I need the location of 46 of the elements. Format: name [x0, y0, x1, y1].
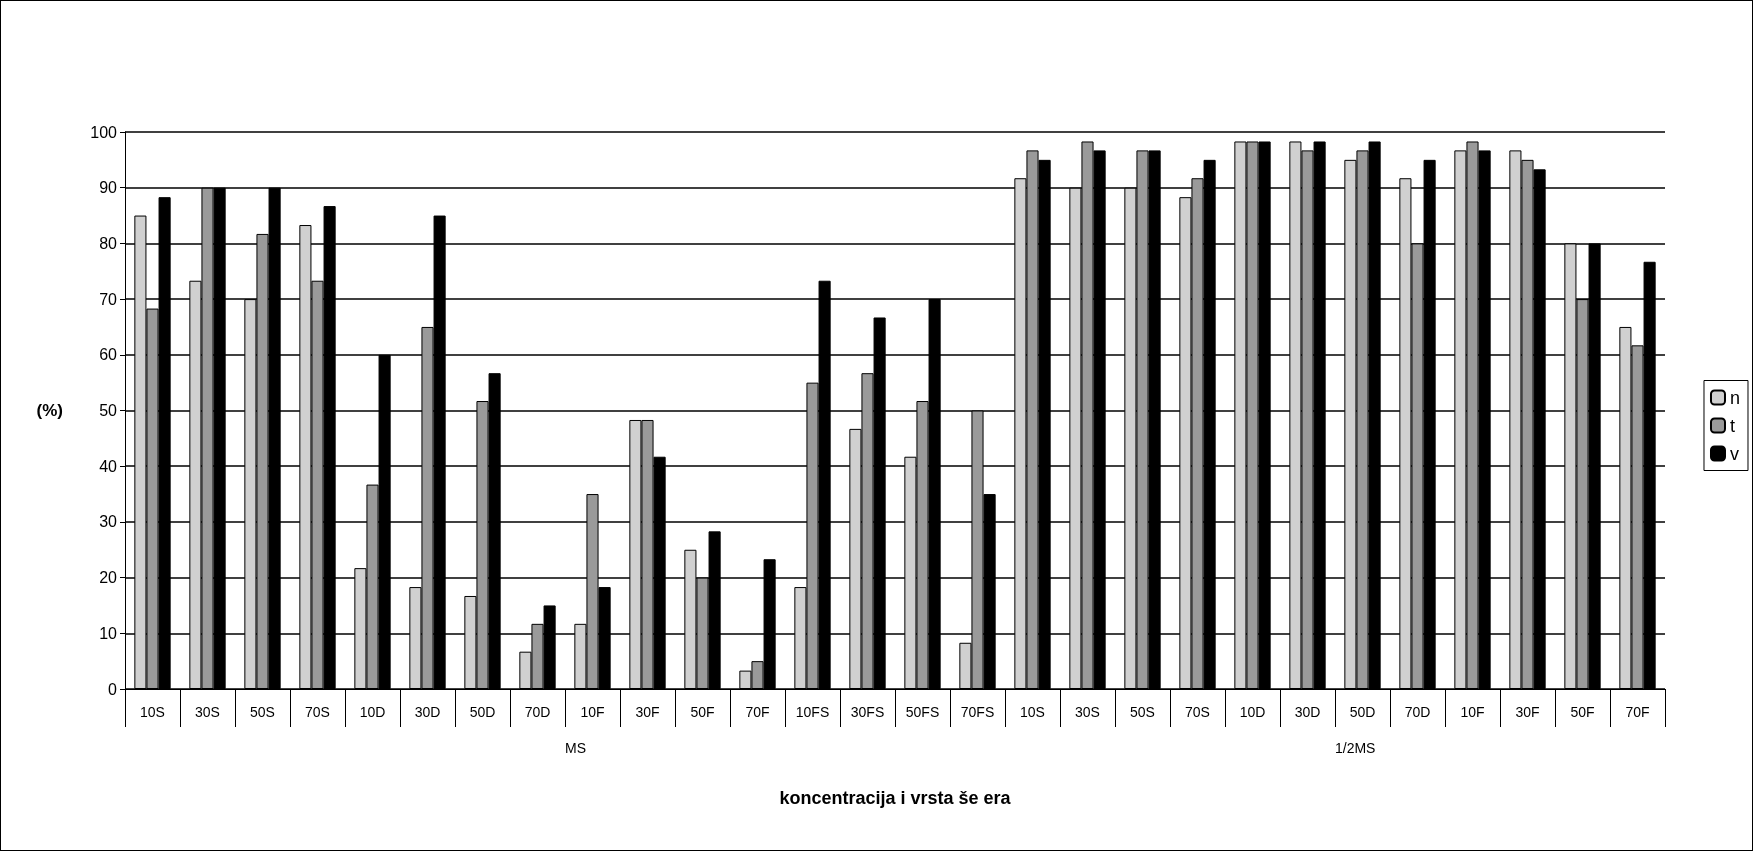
y-tick-label: 60: [99, 346, 118, 364]
x-axis-title: koncentracija i vrsta še era: [779, 788, 1012, 808]
y-tick-label: 10: [99, 624, 118, 642]
x-tick-label: 10D: [1239, 704, 1266, 720]
y-axis-title: (%): [36, 401, 63, 420]
x-tick-label: 50S: [1130, 704, 1155, 720]
x-tick-label: 50S: [250, 704, 275, 720]
x-tick-label: 30D: [1294, 704, 1321, 720]
x-tick-label: 30F: [635, 704, 660, 720]
x-tick-label: 50F: [690, 704, 715, 720]
x-tick-label: 10D: [359, 704, 386, 720]
y-tick-label: 70: [99, 290, 118, 308]
text: MS: [565, 740, 586, 756]
y-tick-label: 50: [99, 402, 118, 419]
x-tick-label: 70F: [745, 704, 770, 720]
x-tick-label: 50F: [1570, 704, 1595, 720]
y-tick-label: 0: [108, 680, 118, 698]
x-tick-label: 10FS: [795, 704, 830, 720]
y-tick-label: 80: [99, 234, 118, 252]
x-tick-label: 30F: [1515, 704, 1540, 720]
legend-label: v: [1729, 443, 1739, 464]
y-tick-label: 90: [99, 179, 118, 197]
text: 1/2MS: [1335, 740, 1376, 756]
x-tick-label: 30S: [1075, 704, 1100, 720]
x-tick-label: 70S: [1185, 704, 1210, 720]
x-tick-label: 70D: [524, 704, 551, 720]
x-tick-label: 10F: [1460, 704, 1485, 720]
legend-label: t: [1729, 415, 1735, 436]
x-tick-label: 70S: [305, 704, 330, 720]
x-tick-label: 30D: [414, 704, 441, 720]
y-tick-label: 30: [99, 513, 118, 531]
legend-label: n: [1729, 387, 1740, 408]
x-tick-label: 10S: [140, 704, 165, 720]
y-tick-label: 20: [99, 569, 118, 587]
x-tick-label: 50D: [1349, 704, 1376, 720]
x-tick-label: 50D: [469, 704, 496, 720]
y-tick-label: 100: [90, 123, 118, 141]
y-tick-label: 40: [99, 457, 118, 475]
x-tick-label: 70F: [1625, 704, 1650, 720]
x-tick-label: 10F: [580, 704, 605, 720]
x-tick-label: 30S: [195, 704, 220, 720]
x-tick-label: 70D: [1404, 704, 1431, 720]
x-tick-label: 50FS: [905, 704, 940, 720]
x-tick-label: 70FS: [960, 704, 995, 720]
x-tick-label: 10S: [1020, 704, 1045, 720]
x-tick-label: 30FS: [850, 704, 885, 720]
